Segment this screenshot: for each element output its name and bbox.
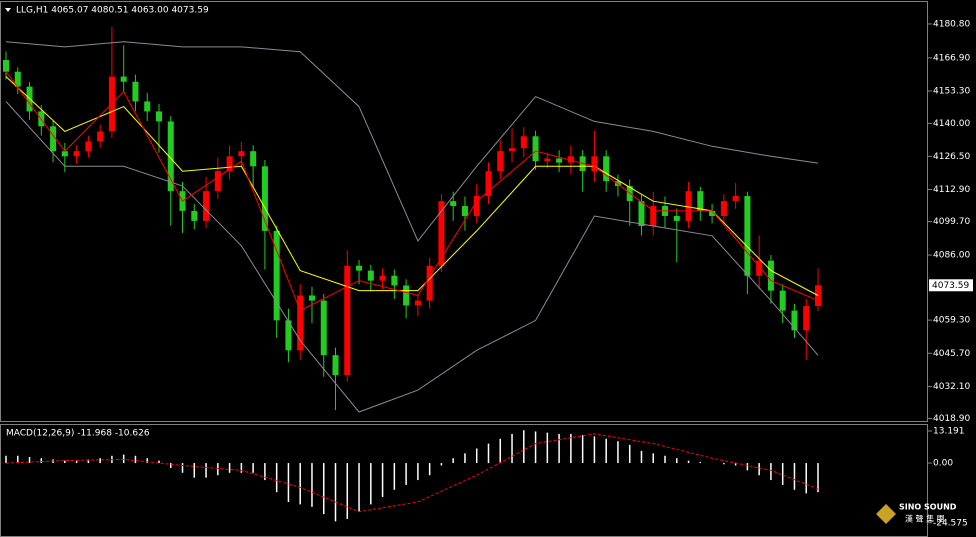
main-panel [0, 1, 928, 422]
candle-body [650, 206, 657, 227]
logo: SINO SOUND 漢 聲 集 團 [876, 503, 957, 524]
price-label: 4073.59 [932, 281, 969, 291]
y-tick-label: 0.00 [933, 459, 953, 469]
candle-body [414, 300, 421, 306]
candle-body [732, 196, 739, 202]
candle-body [14, 71, 21, 87]
candle-body [815, 285, 821, 307]
y-tick-label: 4086.00 [933, 251, 970, 261]
candle-body [461, 206, 468, 217]
y-tick-label: 4180.80 [933, 19, 970, 29]
candle-body [250, 151, 257, 167]
candle-body [509, 148, 516, 152]
candle-body [203, 191, 210, 221]
candle-body [120, 76, 127, 82]
candle-body [520, 136, 527, 149]
candle-body [673, 216, 680, 221]
candle-body [438, 201, 445, 266]
candle-body [273, 230, 280, 321]
candle-body [332, 355, 339, 376]
y-tick-label: 4099.70 [933, 217, 970, 227]
candle-body [85, 141, 92, 152]
candle-body [532, 136, 539, 162]
logo-subtitle: 漢 聲 集 團 [905, 514, 945, 524]
candle-body [685, 191, 692, 221]
macd-title: MACD(12,26,9) -11.968 -10.626 [6, 429, 150, 439]
candle-body [556, 158, 563, 163]
candle-body [803, 306, 810, 331]
candle-body [709, 210, 716, 217]
candle-body [50, 126, 57, 152]
candle-body [450, 201, 457, 207]
y-tick-label: -24.575 [933, 518, 968, 528]
candle-body [485, 171, 492, 197]
y-tick-label: 13.191 [933, 427, 965, 437]
logo-name: SINO SOUND [899, 503, 957, 512]
candle-body [261, 166, 268, 231]
candle-body [285, 320, 292, 351]
y-tick-label: 4126.50 [933, 152, 970, 162]
y-tick-label: 4112.90 [933, 185, 970, 195]
candle-body [473, 196, 480, 217]
candle-body [391, 275, 398, 286]
candle-body [379, 275, 386, 281]
candle-body [744, 196, 751, 276]
candle-body [567, 156, 574, 163]
candle-body [638, 201, 645, 227]
candle-body [308, 295, 315, 301]
chart-title: LLG,H1 4065.07 4080.51 4063.00 4073.59 [16, 6, 209, 16]
candle-body [61, 151, 68, 157]
candle-body [144, 101, 151, 112]
y-tick-label: 4059.30 [933, 316, 970, 326]
candle-body [167, 121, 174, 192]
indicator-line [5, 41, 819, 242]
candle-body [214, 171, 221, 192]
candle-body [3, 60, 9, 72]
candle-body [97, 131, 104, 142]
candle-body [155, 111, 162, 122]
candle-body [320, 300, 327, 356]
candle-body [697, 191, 704, 211]
candle-body [720, 201, 727, 217]
candle-body [767, 260, 774, 291]
candle-body [426, 265, 433, 301]
candle-body [73, 151, 80, 157]
candle-body [367, 270, 374, 281]
y-tick-label: 4018.90 [933, 414, 970, 424]
candle-body [779, 290, 786, 311]
candle-body [238, 151, 245, 157]
signal-line [5, 433, 819, 513]
candle-body [544, 158, 551, 162]
y-tick-label: 4032.10 [933, 382, 970, 392]
candle-body [191, 210, 198, 221]
y-tick-label: 4153.30 [933, 86, 970, 96]
candle-body [791, 310, 798, 331]
y-tick-label: 4140.00 [933, 119, 970, 129]
candle-body [297, 295, 304, 351]
candle-body [403, 285, 410, 306]
candle-body [344, 265, 351, 376]
candle-body [603, 156, 610, 182]
indicator-line [5, 71, 819, 312]
candle-body [226, 156, 233, 172]
menu-triangle [5, 8, 11, 12]
logo-mark [876, 504, 896, 524]
candle-body [756, 260, 763, 276]
candle-body [497, 151, 504, 172]
price-box [929, 279, 973, 292]
y-tick-label: 4045.70 [933, 349, 970, 359]
y-tick-label: 4166.90 [933, 53, 970, 63]
candle-body [132, 81, 139, 102]
candle-body [591, 156, 598, 172]
indicator-line [5, 101, 819, 413]
candle-body [356, 265, 363, 271]
